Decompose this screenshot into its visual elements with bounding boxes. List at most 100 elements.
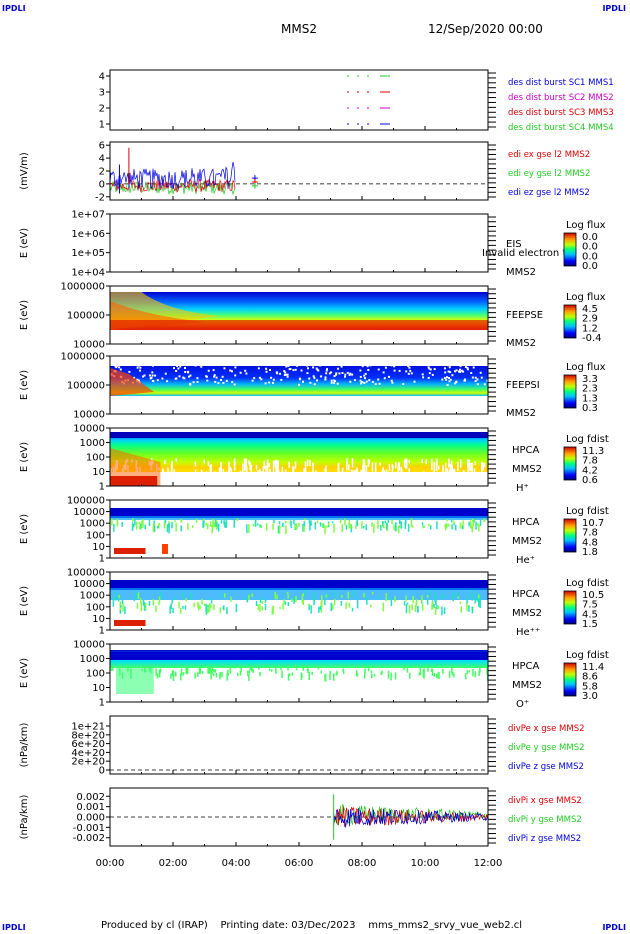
heatmap-gap	[328, 372, 331, 375]
y-tick-label: 100000	[67, 568, 105, 579]
heatmap-speck	[257, 604, 260, 610]
heatmap-gap	[194, 461, 197, 467]
heatmap-speck	[341, 594, 343, 598]
legend-entry: des dist burst SC1 MMS1	[508, 78, 614, 88]
heatmap-gap	[390, 364, 393, 367]
heatmap-gap	[259, 468, 261, 474]
heatmap-speck	[335, 590, 337, 598]
instrument-label: MMS2	[506, 338, 536, 349]
heatmap-gap	[207, 369, 210, 372]
heatmap-speck	[199, 605, 201, 609]
heatmap-gap	[341, 372, 344, 374]
heatmap-speck	[468, 521, 470, 527]
colorbar-title: Log fdist	[566, 578, 609, 589]
heatmap-gap	[483, 463, 486, 468]
y-tick-label: 1e+21	[71, 722, 105, 733]
colorbar-tick-label: 11.4	[582, 662, 604, 673]
heatmap-gap	[222, 381, 225, 384]
footer-produced-by: Produced by cl (IRAP)	[101, 920, 208, 931]
heatmap-speck	[459, 522, 462, 529]
colorbar	[563, 590, 577, 625]
heatmap-speck	[451, 524, 453, 530]
heatmap-speck	[210, 604, 212, 608]
heatmap-speck	[227, 673, 229, 676]
heatmap-speck	[474, 671, 476, 678]
heatmap-gap	[407, 365, 410, 368]
heatmap-gap	[433, 462, 435, 473]
heatmap-speck	[475, 521, 477, 530]
heatmap-gap	[196, 381, 199, 383]
heatmap-gap	[272, 381, 274, 384]
heatmap-speck	[180, 607, 182, 614]
heatmap-speck	[447, 523, 450, 527]
heatmap-gap	[422, 376, 425, 379]
heatmap-gap	[265, 370, 268, 373]
heatmap-gap	[479, 371, 482, 374]
instrument-label: HPCA	[512, 517, 540, 528]
heatmap-speck	[443, 607, 446, 614]
heatmap-gap	[229, 369, 232, 372]
legend-entry: des dist burst SC3 MMS3	[508, 108, 614, 118]
heatmap-gap	[480, 376, 483, 379]
heatmap-speck	[282, 522, 284, 527]
heatmap-speck	[157, 525, 159, 529]
heatmap-gap	[428, 372, 431, 375]
heatmap-gap	[431, 458, 433, 471]
heatmap-speck	[477, 522, 479, 526]
heatmap-speck	[206, 523, 209, 530]
heatmap-gap	[246, 466, 248, 480]
instrument-label: FEEPSI	[506, 380, 540, 391]
heatmap-gap	[228, 461, 230, 472]
heatmap-gap	[421, 373, 424, 376]
heatmap-gap	[286, 375, 289, 378]
heatmap-gap	[337, 367, 339, 370]
heatmap-gap	[275, 468, 277, 474]
heatmap-speck	[291, 672, 294, 676]
heatmap-speck	[321, 595, 323, 604]
heatmap-speck	[421, 603, 424, 611]
heatmap-gap	[265, 367, 268, 370]
heatmap-gap	[364, 372, 367, 375]
heatmap-speck	[313, 597, 315, 606]
heatmap-speck	[214, 519, 217, 527]
heatmap-gap	[231, 370, 233, 373]
heatmap-speck	[236, 518, 239, 521]
heatmap-speck	[406, 602, 409, 605]
heatmap-gap	[351, 469, 353, 482]
heatmap-gap	[474, 461, 476, 465]
y-tick-label: 1000000	[60, 352, 105, 363]
legend-entry: divPe z gse MMS2	[508, 762, 584, 772]
heatmap-speck	[156, 673, 159, 679]
heatmap-speck	[472, 518, 474, 527]
heatmap-speck	[142, 600, 145, 606]
heatmap-speck	[319, 522, 322, 527]
heatmap-speck	[427, 666, 429, 672]
legend-entry: des dist burst SC4 MMS4	[508, 123, 614, 133]
colorbar-tick-label: 2.3	[582, 384, 598, 395]
heatmap-speck	[208, 603, 211, 612]
y-tick-label: 100	[86, 669, 105, 680]
heatmap-gap	[118, 366, 121, 369]
heatmap-gap	[151, 380, 154, 382]
heatmap-speck	[226, 673, 228, 681]
x-tick-label: 06:00	[285, 858, 314, 869]
heatmap-speck	[277, 525, 280, 534]
heatmap-speck	[405, 604, 408, 614]
heatmap-speck	[220, 520, 223, 524]
heatmap-speck	[431, 601, 434, 610]
heatmap-gap	[361, 365, 364, 368]
heatmap-gap	[447, 364, 449, 367]
heatmap-gap	[313, 376, 316, 379]
colorbar-title: Log fdist	[566, 434, 609, 445]
y-tick-label: 100	[86, 453, 105, 464]
heatmap-speck	[135, 521, 138, 530]
heatmap-speck	[259, 596, 262, 604]
heatmap-gap	[213, 375, 216, 378]
heatmap-gap	[365, 465, 368, 473]
heatmap-speck	[421, 522, 424, 525]
heatmap-gap	[294, 461, 297, 469]
heatmap-gap	[257, 367, 260, 370]
heatmap-gap	[218, 467, 221, 474]
heatmap-gap	[325, 372, 328, 375]
